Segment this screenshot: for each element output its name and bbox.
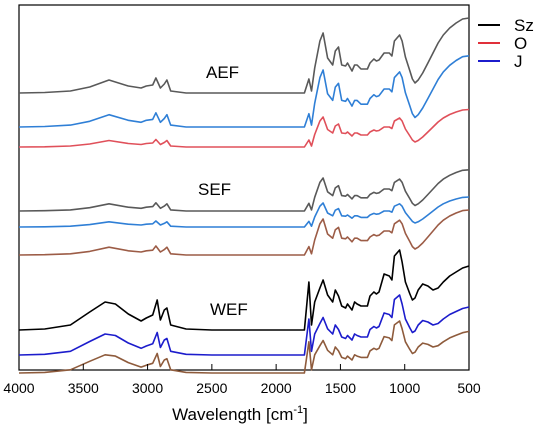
- series-sef-o: [18, 209, 470, 256]
- x-axis-title-sup: -1: [293, 404, 303, 416]
- series-aef-sz: [18, 17, 470, 94]
- series-wef-j: [18, 294, 470, 356]
- x-tick-label: 1000: [389, 380, 420, 396]
- series-wef-sz: [18, 249, 470, 331]
- series-layer: [18, 17, 470, 374]
- legend-label-sz: Sz: [514, 16, 534, 35]
- series-sef-sz: [18, 169, 470, 212]
- x-tick-label: 500: [457, 380, 481, 396]
- x-axis-title: Wavelength [cm-1]: [172, 404, 308, 424]
- x-tick-label: 2500: [196, 380, 227, 396]
- x-axis: 4000 3500 3000 2500 2000 1500 1000 500: [3, 364, 481, 396]
- series-sef-j: [18, 196, 470, 228]
- plot-frame: [18, 4, 470, 371]
- series-aef-j: [18, 55, 470, 128]
- x-tick-label: 4000: [3, 380, 34, 396]
- group-label-sef: SEF: [198, 180, 231, 199]
- legend-label-o: O: [514, 34, 527, 53]
- series-aef-o: [18, 108, 470, 148]
- x-axis-title-close: ]: [303, 405, 308, 424]
- group-label-wef: WEF: [210, 300, 248, 319]
- group-label-aef: AEF: [206, 63, 239, 82]
- series-wef-o: [18, 320, 470, 374]
- legend-label-j: J: [514, 52, 523, 71]
- x-tick-label: 1500: [325, 380, 356, 396]
- x-axis-title-main: Wavelength [cm: [172, 405, 293, 424]
- x-tick-label: 3000: [132, 380, 163, 396]
- x-tick-label: 2000: [261, 380, 292, 396]
- x-tick-label: 3500: [68, 380, 99, 396]
